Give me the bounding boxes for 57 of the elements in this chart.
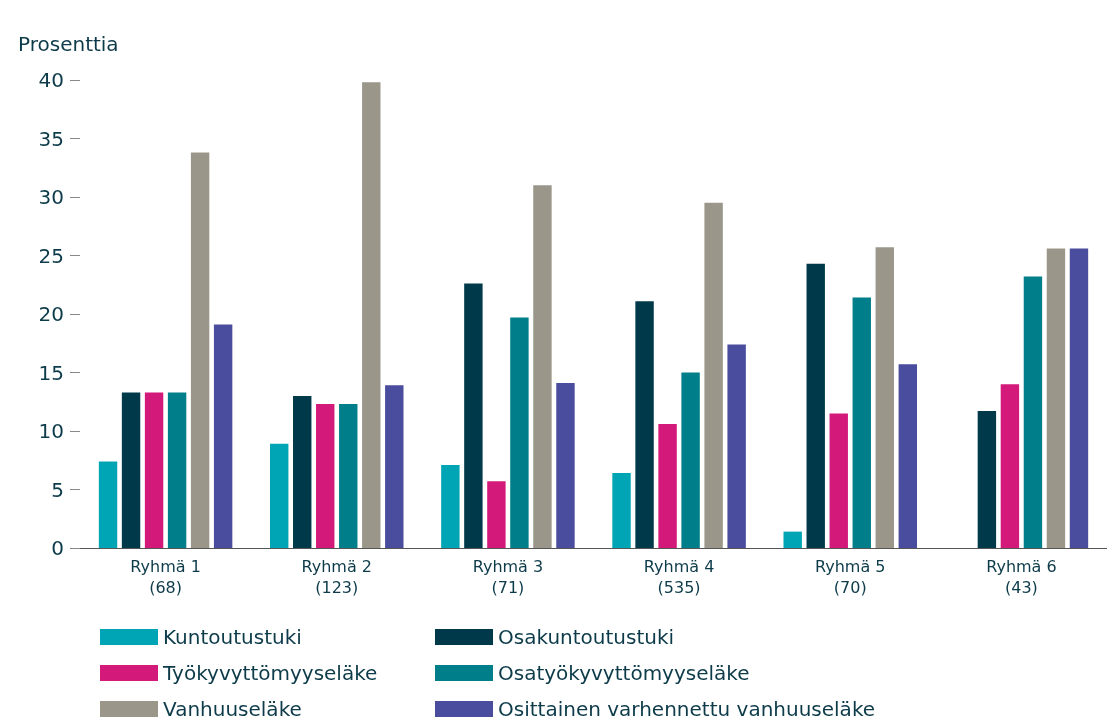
y-tick-label: 40: [38, 68, 64, 92]
bar: [464, 283, 483, 548]
legend-label: Osatyökyvyttömyyseläke: [498, 661, 750, 685]
bar: [362, 82, 381, 548]
legend-label: Kuntoutustuki: [163, 625, 302, 649]
x-tick-label: Ryhmä 3 (71): [472, 557, 544, 597]
bar: [98, 461, 118, 548]
y-tick-label: 15: [38, 360, 64, 385]
bar: [167, 392, 187, 548]
x-tick-label: Ryhmä 1 (68): [130, 557, 201, 597]
y-tick-label: 10: [38, 419, 64, 443]
bar: [681, 372, 700, 548]
bar: [704, 202, 723, 548]
bar: [144, 392, 164, 548]
bar: [898, 364, 918, 548]
bar: [977, 411, 997, 548]
x-tick-label: Ryhmä 5 (70): [814, 557, 886, 597]
bar: [441, 464, 460, 548]
bar: [852, 297, 871, 548]
bar: [270, 443, 289, 548]
y-tick-label: 35: [38, 126, 64, 151]
bar: [316, 404, 335, 548]
bar: [806, 263, 825, 548]
bar: [556, 383, 575, 548]
bar: [829, 413, 848, 548]
legend-label: Työkyvyttömyyseläke: [162, 661, 378, 685]
y-tick-label: 30: [38, 185, 64, 209]
y-axis-title: Prosenttia: [18, 32, 119, 56]
bar: [293, 395, 312, 548]
bar: [487, 481, 506, 548]
bar: [875, 247, 894, 548]
bar: [1023, 276, 1043, 548]
bar: [533, 185, 552, 548]
legend-label: Osakuntoutustuki: [498, 625, 675, 649]
bar: [1046, 248, 1066, 548]
legend-label: Vanhuuseläke: [163, 697, 302, 721]
bar: [635, 301, 654, 548]
y-tick-label: 25: [38, 243, 64, 268]
bar: [510, 317, 529, 548]
bar: [783, 531, 802, 548]
bar: [612, 473, 631, 548]
bar: [190, 152, 210, 548]
x-tick-label: Ryhmä 2 (123): [301, 557, 373, 597]
y-tick-label: 0: [51, 536, 64, 560]
bar: [385, 385, 404, 548]
bar: [658, 423, 677, 548]
bar: [1069, 248, 1089, 548]
bar: [339, 404, 358, 548]
x-tick-label: Ryhmä 6 (43): [986, 557, 1057, 597]
legend-label: Osittainen varhennettu vanhuuseläke: [498, 697, 876, 721]
bar: [213, 324, 233, 548]
bar: [1000, 384, 1020, 548]
x-tick-label: Ryhmä 4 (535): [643, 557, 715, 597]
y-tick-label: 5: [51, 477, 64, 502]
y-tick-label: 20: [38, 302, 64, 326]
bar: [727, 344, 746, 548]
bar: [121, 392, 141, 548]
